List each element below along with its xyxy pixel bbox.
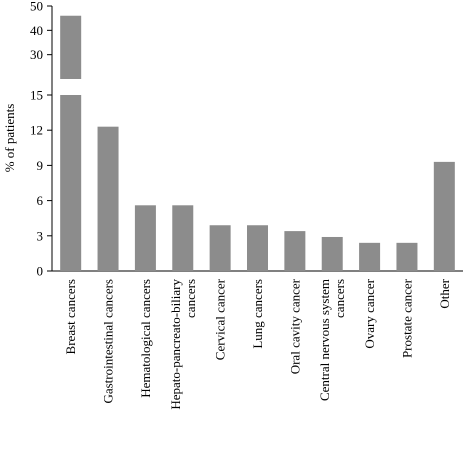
y-tick-label: 0 <box>37 264 44 279</box>
x-category-label-line: Ovary cancer <box>362 278 377 348</box>
bar <box>321 236 343 271</box>
x-category-label: Gastrointestinal cancers <box>101 279 116 404</box>
y-tick-label: 9 <box>37 158 44 173</box>
y-tick-label: 15 <box>30 88 43 103</box>
y-tick-label: 50 <box>30 0 43 14</box>
x-category-label-line: Breast cancers <box>63 279 78 354</box>
x-category-label-line: Other <box>437 278 452 308</box>
x-category-label-line: Oral cavity cancer <box>287 278 302 374</box>
bar <box>209 225 231 271</box>
y-tick-label: 6 <box>37 193 44 208</box>
x-category-label: Breast cancers <box>63 279 78 354</box>
x-category-label-line: Cervical cancer <box>213 278 228 360</box>
bar <box>247 225 268 271</box>
x-category-label: Prostate cancer <box>399 278 414 358</box>
x-category-label-line: Hepato-pancreato-biliary <box>168 279 183 410</box>
x-category-label: Oral cavity cancer <box>287 278 302 374</box>
bar <box>433 161 455 271</box>
x-category-label-line: Hematological cancers <box>138 279 153 398</box>
y-axis-title: % of patients <box>2 104 17 173</box>
x-category-label: Central nervous system cancers <box>317 279 347 401</box>
y-tick-label: 3 <box>37 228 44 243</box>
x-category-label: Other <box>437 278 452 308</box>
y-tick-label: 12 <box>30 123 43 138</box>
x-category-label-line: Gastrointestinal cancers <box>101 279 116 404</box>
bar <box>134 205 156 271</box>
bar-lower-part <box>60 95 82 271</box>
x-category-label-line: Lung cancers <box>250 279 265 349</box>
x-category-label: Lung cancers <box>250 279 265 349</box>
bar <box>284 231 306 271</box>
x-category-label-line: cancers <box>332 279 347 318</box>
bars-group <box>60 15 455 272</box>
x-category-label-line: Prostate cancer <box>399 278 414 358</box>
y-tick-label: 40 <box>30 23 43 38</box>
x-category-label: Hematological cancers <box>138 279 153 398</box>
bar <box>396 242 418 271</box>
bar <box>359 242 381 271</box>
x-category-label: Hepato-pancreato-biliary cancers <box>168 279 198 410</box>
y-tick-label: 30 <box>30 47 43 62</box>
x-category-label-line: cancers <box>183 279 198 318</box>
bar-upper-part <box>60 15 82 79</box>
bar <box>172 205 194 271</box>
bar <box>97 126 119 272</box>
category-labels-group: Breast cancers Gastrointestinal cancers He… <box>63 278 452 409</box>
x-category-label: Ovary cancer <box>362 278 377 348</box>
y-ticks-group: 0 3 6 9 12 15 30 40 50 <box>30 0 52 279</box>
x-category-label: Cervical cancer <box>213 278 228 360</box>
x-category-label-line: Central nervous system <box>317 279 332 401</box>
